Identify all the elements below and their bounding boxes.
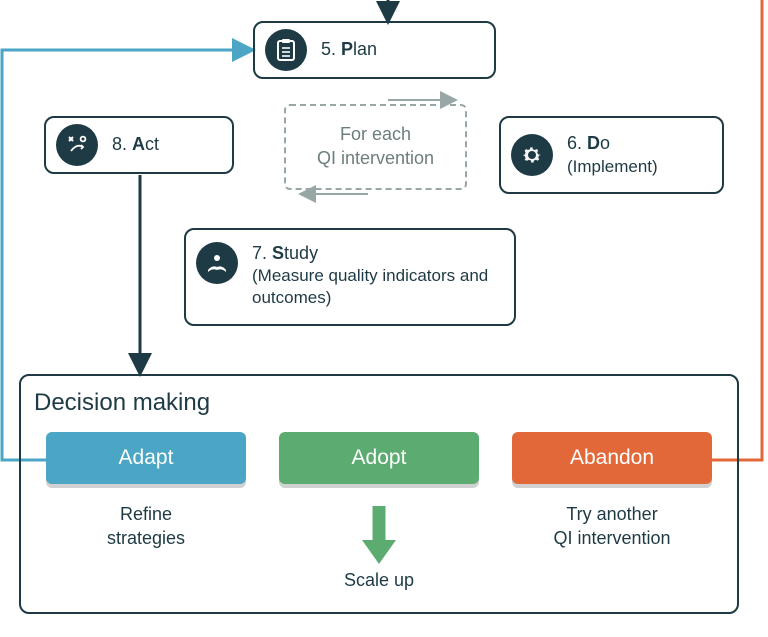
pill-abandon-label: Abandon [570, 446, 654, 469]
plan-lead: P [341, 39, 353, 59]
do-rest: o [600, 133, 610, 153]
strategy-icon [56, 124, 98, 166]
decision-title: Decision making [34, 389, 210, 417]
study-number: 7. [252, 243, 267, 263]
do-number: 6. [567, 133, 582, 153]
node-plan: 5. Plan [253, 21, 496, 79]
pill-adapt-label: Adapt [119, 446, 174, 469]
book-reader-icon [196, 242, 238, 284]
act-lead: A [132, 134, 145, 154]
clipboard-icon [265, 29, 307, 71]
node-do: 6. Do (Implement) [499, 116, 724, 194]
pill-abandon: Abandon [512, 432, 712, 484]
for-each-line1: For each [286, 122, 465, 146]
study-lead: S [272, 243, 284, 263]
caption-adapt: Refine strategies [46, 502, 246, 551]
act-number: 8. [112, 134, 127, 154]
gear-icon [511, 134, 553, 176]
do-sub: (Implement) [567, 156, 658, 178]
plan-number: 5. [321, 39, 336, 59]
study-rest: tudy [284, 243, 318, 263]
do-lead: D [587, 133, 600, 153]
pill-adopt: Adopt [279, 432, 479, 484]
caption-abandon: Try another QI intervention [512, 502, 712, 551]
study-sub: (Measure quality indicators and outcomes… [252, 265, 498, 309]
act-rest: ct [145, 134, 159, 154]
node-act: 8. Act [44, 116, 234, 174]
plan-rest: lan [353, 39, 377, 59]
pill-adapt: Adapt [46, 432, 246, 484]
node-study: 7. Study (Measure quality indicators and… [184, 228, 516, 326]
for-each-line2: QI intervention [286, 146, 465, 170]
pill-adopt-label: Adopt [352, 446, 407, 469]
for-each-box: For each QI intervention [284, 104, 467, 190]
caption-adopt: Scale up [279, 568, 479, 592]
